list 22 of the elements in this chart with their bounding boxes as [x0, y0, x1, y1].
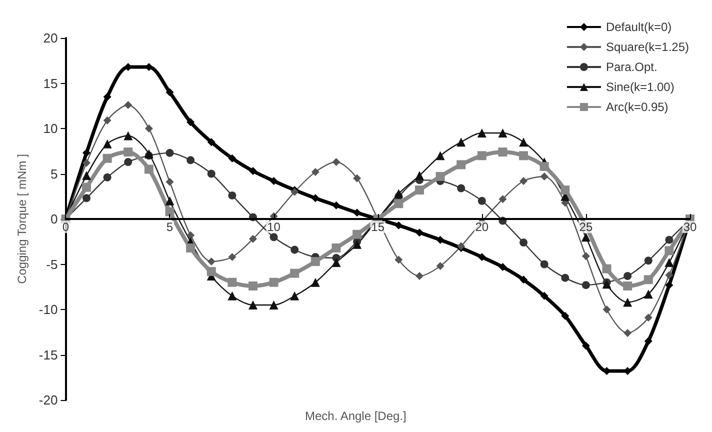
y-tick-label: -10	[38, 302, 58, 317]
y-tick-label: 5	[50, 166, 58, 182]
y-tick-label: -20	[38, 392, 58, 408]
legend-label: Sine(k=1.00)	[606, 80, 674, 94]
x-axis-title: Mech. Angle [Deg.]	[304, 409, 406, 423]
legend-label: Default(k=0)	[606, 20, 672, 34]
y-tick-label: 15	[43, 76, 58, 91]
x-tick-label: 15	[371, 220, 385, 234]
y-tick-label: 20	[43, 30, 58, 46]
x-tick-label: 25	[579, 220, 593, 234]
legend-label: Para.Opt.	[606, 60, 658, 74]
y-axis-title: Cogging Torque [ mNm ]	[15, 154, 29, 284]
x-tick-label: 5	[166, 220, 174, 234]
x-tick-label: 20	[475, 220, 489, 234]
x-tick-label: 0	[62, 220, 70, 234]
y-tick-label: -5	[46, 256, 58, 272]
legend-label: Square(k=1.25)	[606, 40, 690, 54]
x-tick-label: 30	[683, 220, 697, 234]
y-tick-label: -15	[38, 347, 58, 362]
y-tick-label: 10	[43, 121, 58, 136]
x-tick-label: 10	[267, 220, 281, 234]
legend-label: Arc(k=0.95)	[606, 100, 668, 114]
